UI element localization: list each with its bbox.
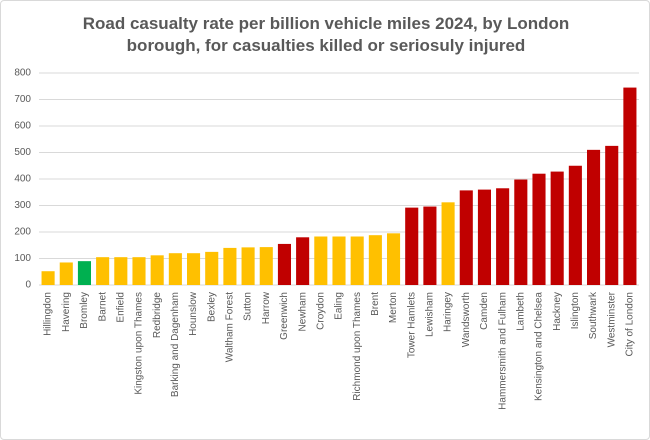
y-tick-label: 500 (14, 147, 31, 158)
bar (405, 207, 419, 285)
bar (168, 253, 182, 285)
bar (623, 87, 637, 285)
x-tick-label: Haringey (443, 292, 454, 332)
x-tick-label: Kingston upon Thames (134, 292, 145, 395)
x-tick-label: Harrow (261, 291, 272, 324)
bar (132, 257, 146, 285)
bar (587, 149, 601, 285)
x-tick-label: Westminster (606, 291, 617, 347)
x-tick-label: Bexley (206, 292, 217, 322)
bar (332, 236, 346, 285)
x-tick-label: Enfield (115, 292, 126, 323)
bar (605, 145, 619, 285)
bar (41, 271, 55, 285)
y-tick-label: 600 (14, 121, 31, 132)
bar (314, 236, 328, 285)
bar (114, 257, 128, 285)
x-tick-label: Newham (297, 292, 308, 331)
x-tick-label: Southwark (588, 291, 599, 339)
y-tick-label: 0 (25, 280, 31, 291)
x-tick-label: Sutton (243, 292, 254, 321)
x-tick-label: Merton (388, 292, 399, 323)
x-tick-label: Lewisham (425, 292, 436, 337)
bar (532, 173, 546, 285)
bar (496, 188, 510, 285)
bar (77, 261, 91, 285)
x-tick-label: Bromley (79, 292, 90, 329)
bar (223, 247, 237, 285)
x-tick-label: Brent (370, 292, 381, 316)
chart-title: Road casualty rate per billion vehicle m… (82, 14, 570, 55)
bar (296, 237, 310, 285)
x-tick-label: Redbridge (152, 292, 163, 339)
x-tick-label: Ealing (334, 292, 345, 320)
bar (205, 251, 219, 285)
y-tick-label: 300 (14, 200, 31, 211)
bar (59, 262, 73, 285)
x-tick-label: Barking and Dagenham (170, 292, 181, 397)
bar (550, 171, 564, 285)
y-tick-label: 100 (14, 253, 31, 264)
x-tick-label: Richmond upon Thames (352, 292, 363, 401)
bar (441, 202, 455, 285)
x-tick-label: Hillingdon (43, 292, 54, 336)
y-tick-label: 200 (14, 227, 31, 238)
x-tick-label: Barnet (97, 292, 108, 322)
bar (477, 189, 491, 285)
bar (96, 257, 110, 285)
bar (187, 253, 201, 285)
bar (277, 243, 291, 285)
x-tick-label: Tower Hamlets (406, 292, 417, 358)
x-tick-label: Hammersmith and Fulham (497, 292, 508, 410)
y-tick-label: 400 (14, 174, 31, 185)
bar (241, 247, 255, 285)
bar (568, 165, 582, 285)
x-tick-label: Waltham Forest (225, 292, 236, 362)
x-tick-label: Kensington and Chelsea (534, 292, 545, 401)
bar (368, 235, 382, 285)
x-tick-label: Croydon (315, 292, 326, 330)
x-tick-label: Hounslow (188, 291, 199, 336)
x-tick-label: Islington (570, 292, 581, 329)
y-tick-label: 800 (14, 68, 31, 79)
bar (150, 255, 164, 285)
x-tick-label: City of London (625, 292, 636, 357)
y-tick-label: 700 (14, 94, 31, 105)
bar (459, 190, 473, 285)
bar (259, 247, 273, 285)
x-tick-label: Hackney (552, 292, 563, 331)
x-tick-label: Havering (61, 292, 72, 332)
bar (423, 206, 437, 285)
bar (350, 236, 364, 285)
x-tick-label: Lambeth (515, 292, 526, 331)
bar (387, 233, 401, 285)
x-tick-label: Camden (479, 292, 490, 330)
bar (514, 179, 528, 285)
x-tick-label: Greenwich (279, 292, 290, 340)
x-tick-label: Wandsworth (461, 292, 472, 347)
